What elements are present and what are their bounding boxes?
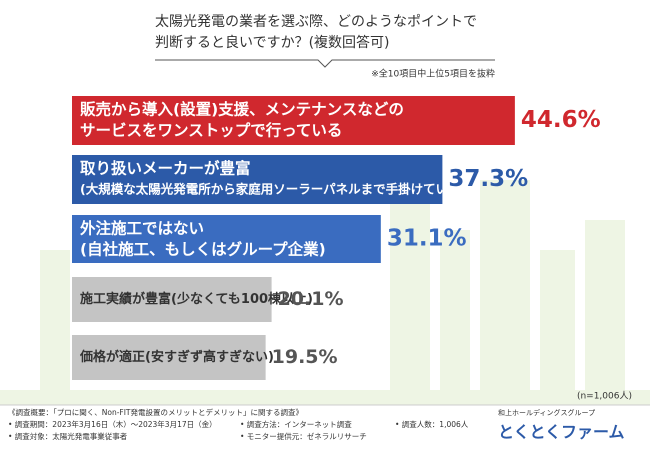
bar <box>72 277 272 322</box>
footer-text: • 調査人数：1,006人 <box>395 419 469 429</box>
sample-size: (n=1,006人) <box>577 391 632 402</box>
bar <box>72 155 443 204</box>
value-label: 19.5% <box>272 346 338 368</box>
bar-label: 販売から導入(設置)支援、メンテナンスなどの <box>80 100 404 119</box>
note: ※全10項目中上位5項目を抜粋 <box>371 68 495 80</box>
bar <box>72 215 381 263</box>
bar <box>72 96 515 145</box>
bar-label: (大規模な太陽光発電所から家庭用ソーラーパネルまで手掛けている) <box>80 182 466 197</box>
footer-text: • モニター提供元：ゼネラルリサーチ <box>240 431 367 441</box>
chart-title: 判断すると良いですか？(複数回答可) <box>155 34 390 51</box>
value-label: 31.1% <box>387 226 467 252</box>
bar-label: サービスをワンストップで行っている <box>80 121 342 140</box>
bar-label: 取り扱いメーカーが豊富 <box>80 159 251 178</box>
logo-group: 和上ホールディングスグループ <box>498 408 595 417</box>
value-label: 20.1% <box>278 288 344 310</box>
logo-brand: とくとくファーム <box>498 423 625 442</box>
bar-label: 外注施工ではない <box>80 219 204 238</box>
footer-text: • 調査方法：インターネット調査 <box>240 419 352 429</box>
footer-text: • 調査対象：太陽光発電事業従事者 <box>8 431 128 441</box>
chart-title: 太陽光発電の業者を選ぶ際、どのようなポイントで <box>155 14 477 30</box>
bar-label: 施工実績が豊富(少なくても100棟以上) <box>80 291 313 307</box>
value-label: 44.6% <box>521 107 601 133</box>
title-rule <box>155 59 495 68</box>
bar-label: (自社施工、もしくはグループ企業) <box>80 240 326 259</box>
bar-label: 価格が適正(安すぎず高すぎない) <box>79 349 274 365</box>
value-label: 37.3% <box>448 166 528 192</box>
footer-text: 《調査概要：「プロに聞く、Non-FIT発電設置のメリットとデメリット」に関する… <box>8 407 303 417</box>
background-city <box>0 180 650 405</box>
footer-text: • 調査期間：2023年3月16日（木）～2023年3月17日（金） <box>8 419 217 429</box>
bar <box>72 335 266 380</box>
